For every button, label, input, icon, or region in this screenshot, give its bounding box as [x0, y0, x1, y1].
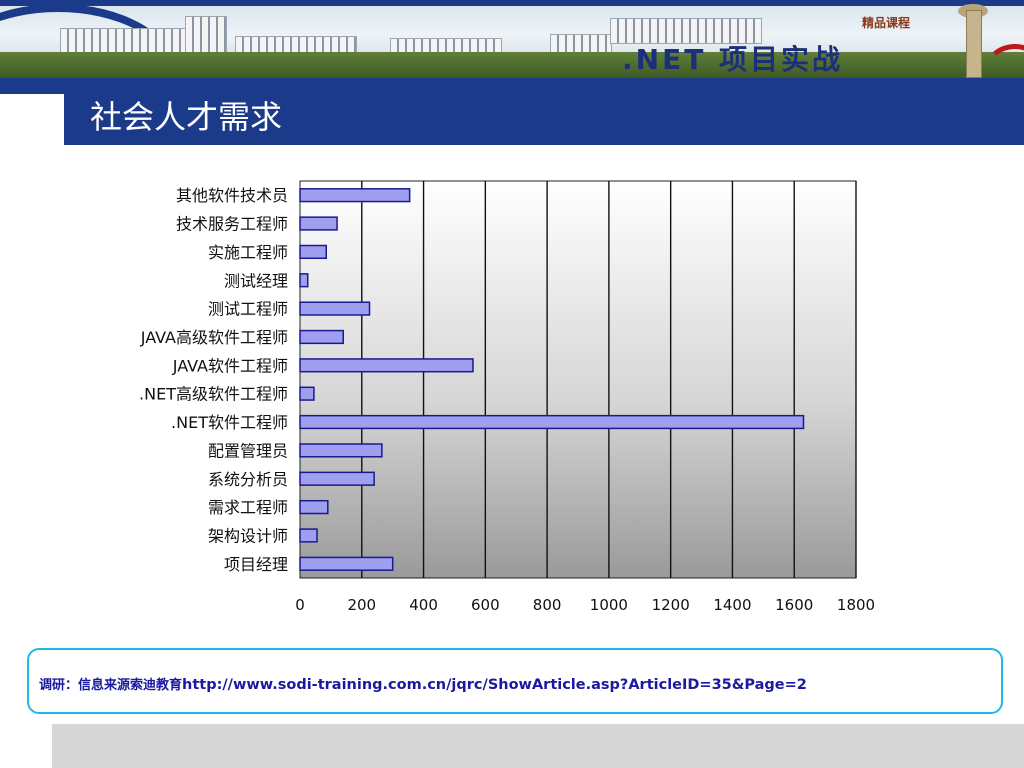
x-tick-label: 1800: [837, 596, 875, 614]
x-tick-labels: 0 200 400 600 800 1000 1200 1400 1600 1800: [295, 596, 875, 614]
bar: [299, 528, 318, 543]
category-label: 系统分析员: [208, 470, 288, 489]
title-box: [64, 88, 1024, 145]
category-label: 测试工程师: [208, 300, 288, 319]
bar: [299, 471, 375, 486]
red-arc-decoration: [985, 44, 1024, 78]
category-label: JAVA高级软件工程师: [140, 328, 288, 347]
course-name: .NET 项目实战: [622, 43, 844, 76]
tower-decoration: [966, 10, 982, 78]
bars: [299, 188, 805, 571]
category-label: JAVA软件工程师: [172, 356, 288, 375]
x-tick-label: 800: [533, 596, 562, 614]
footer-bar: [52, 724, 1024, 768]
bar: [299, 273, 309, 288]
x-tick-label: 1000: [590, 596, 628, 614]
bar: [299, 386, 315, 401]
x-tick-label: 0: [295, 596, 305, 614]
bar: [299, 329, 344, 345]
category-label: 测试经理: [224, 271, 288, 290]
source-prefix: 调研：信息来源索迪教育: [39, 678, 183, 693]
bar: [299, 188, 411, 203]
slide-title: 社会人才需求: [90, 98, 283, 136]
course-tag: 精品课程: [862, 16, 911, 30]
bar: [299, 414, 805, 430]
x-tick-label: 400: [409, 596, 438, 614]
x-tick-label: 1600: [775, 596, 813, 614]
banner-arc-decoration: [0, 4, 176, 78]
bar: [299, 358, 474, 373]
category-label: 其他软件技术员: [176, 186, 288, 205]
campus-building: [610, 18, 762, 44]
category-label: .NET高级软件工程师: [139, 385, 288, 404]
category-label: 项目经理: [224, 555, 288, 574]
banner-top-stripe: [0, 0, 1024, 6]
x-tick-label: 1200: [652, 596, 690, 614]
header-banner: 精品课程 .NET 项目实战: [0, 0, 1024, 78]
category-label: 配置管理员: [208, 441, 288, 460]
category-label: 实施工程师: [208, 243, 288, 262]
x-tick-label: 200: [347, 596, 376, 614]
plot-area: [299, 180, 857, 579]
category-label: 需求工程师: [208, 498, 288, 517]
category-label: .NET软件工程师: [171, 413, 288, 432]
bar: [299, 499, 329, 515]
source-url[interactable]: http://www.sodi-training.com.cn/jqrc/Sho…: [182, 677, 807, 693]
category-label: 架构设计师: [208, 526, 288, 545]
source-text: 调研：信息来源索迪教育http://www.sodi-training.com.…: [39, 674, 807, 693]
source-box: 调研：信息来源索迪教育http://www.sodi-training.com.…: [27, 648, 1003, 714]
bar: [299, 556, 394, 571]
bar: [299, 244, 328, 260]
bar: [299, 443, 383, 458]
x-tick-label: 600: [471, 596, 500, 614]
bar: [299, 301, 371, 316]
category-label: 技术服务工程师: [176, 215, 288, 234]
campus-trees: [0, 52, 1024, 78]
bar: [299, 216, 338, 231]
x-tick-label: 1400: [713, 596, 751, 614]
gridlines: [361, 181, 857, 578]
